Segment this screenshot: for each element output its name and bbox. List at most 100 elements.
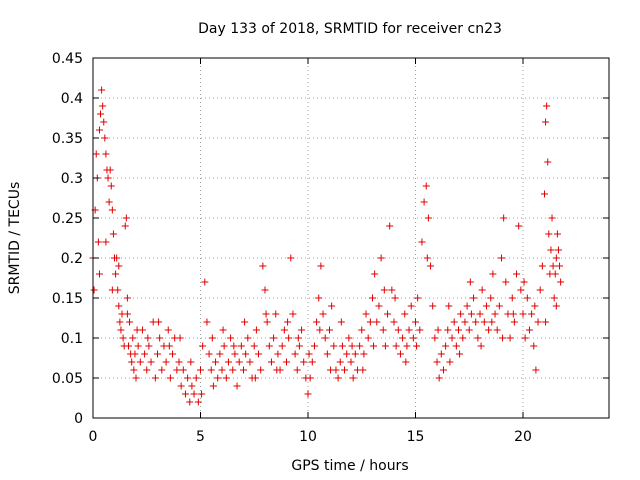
data-point — [536, 286, 544, 294]
data-point — [128, 358, 136, 366]
data-point — [102, 238, 110, 246]
data-point — [547, 246, 555, 254]
data-point — [147, 358, 155, 366]
y-tick-label: 0.05 — [52, 371, 83, 387]
data-point — [132, 374, 140, 382]
data-point — [431, 334, 439, 342]
data-point — [319, 310, 327, 318]
data-point — [477, 342, 485, 350]
data-point — [424, 214, 432, 222]
data-point — [351, 350, 359, 358]
data-point — [330, 342, 338, 350]
data-point — [240, 366, 247, 374]
y-tick-label: 0.2 — [61, 251, 83, 267]
axis-ticks: 0 0.05 0.1 0.15 0.2 0.25 0.3 0.35 0.4 0.45 0 5 10 15 2… — [52, 51, 609, 445]
data-point — [549, 262, 557, 270]
data-point — [192, 374, 200, 382]
data-point — [98, 86, 106, 94]
data-point — [131, 350, 139, 358]
data-point — [293, 366, 301, 374]
data-point — [265, 342, 273, 350]
data-point — [184, 374, 192, 382]
data-point — [123, 310, 131, 318]
data-point — [416, 326, 424, 334]
data-point — [250, 342, 258, 350]
data-point — [233, 382, 241, 390]
data-point — [304, 390, 312, 398]
data-point — [489, 270, 497, 278]
data-point — [349, 374, 357, 382]
data-point — [230, 342, 238, 350]
data-point — [509, 310, 517, 318]
data-point — [287, 254, 295, 262]
data-point — [108, 206, 116, 214]
data-point — [179, 366, 187, 374]
data-point — [437, 350, 445, 358]
y-tick-label: 0.45 — [52, 51, 83, 67]
data-point — [104, 174, 112, 182]
data-point — [465, 326, 473, 334]
data-point — [92, 150, 100, 158]
data-point — [394, 326, 402, 334]
x-tick-label: 5 — [196, 429, 205, 445]
plot-frame — [92, 57, 610, 419]
data-point — [133, 326, 141, 334]
data-point — [107, 182, 115, 190]
data-point — [328, 302, 336, 310]
data-point — [95, 126, 103, 134]
x-tick-label: 15 — [407, 429, 425, 445]
data-point — [113, 254, 121, 262]
data-point — [294, 334, 302, 342]
data-point — [402, 358, 410, 366]
data-point — [222, 374, 230, 382]
data-point — [273, 366, 281, 374]
data-point — [289, 310, 297, 318]
data-point — [165, 342, 173, 350]
data-point — [391, 294, 399, 302]
data-point — [262, 310, 270, 318]
data-point — [502, 278, 510, 286]
data-point — [188, 382, 196, 390]
data-point — [285, 334, 293, 342]
data-point — [554, 246, 562, 254]
data-point — [493, 326, 501, 334]
data-point — [306, 374, 314, 382]
data-point — [491, 310, 499, 318]
data-point — [360, 350, 368, 358]
data-point — [219, 326, 227, 334]
data-point — [141, 350, 149, 358]
data-point — [407, 302, 415, 310]
data-point — [461, 318, 469, 326]
data-point — [177, 382, 185, 390]
data-point — [412, 318, 419, 326]
data-point — [482, 302, 490, 310]
data-point — [381, 342, 389, 350]
data-point — [321, 334, 329, 342]
data-point — [500, 214, 508, 222]
data-point — [442, 342, 450, 350]
data-point — [156, 334, 164, 342]
data-point — [521, 334, 529, 342]
data-point — [541, 190, 548, 198]
data-point — [126, 318, 134, 326]
data-point — [534, 318, 542, 326]
grid — [93, 58, 609, 418]
data-point — [439, 366, 447, 374]
data-point — [116, 318, 124, 326]
data-point — [366, 318, 374, 326]
data-point — [515, 222, 523, 230]
data-point — [270, 334, 278, 342]
data-point — [423, 254, 431, 262]
data-point — [414, 294, 422, 302]
data-point — [548, 214, 556, 222]
data-point — [272, 310, 280, 318]
data-point — [207, 366, 215, 374]
data-point — [336, 358, 344, 366]
data-point — [358, 326, 366, 334]
data-point — [446, 358, 454, 366]
data-point — [162, 358, 170, 366]
data-point — [108, 286, 116, 294]
data-point — [488, 318, 496, 326]
data-point — [121, 222, 129, 230]
data-point — [337, 318, 345, 326]
